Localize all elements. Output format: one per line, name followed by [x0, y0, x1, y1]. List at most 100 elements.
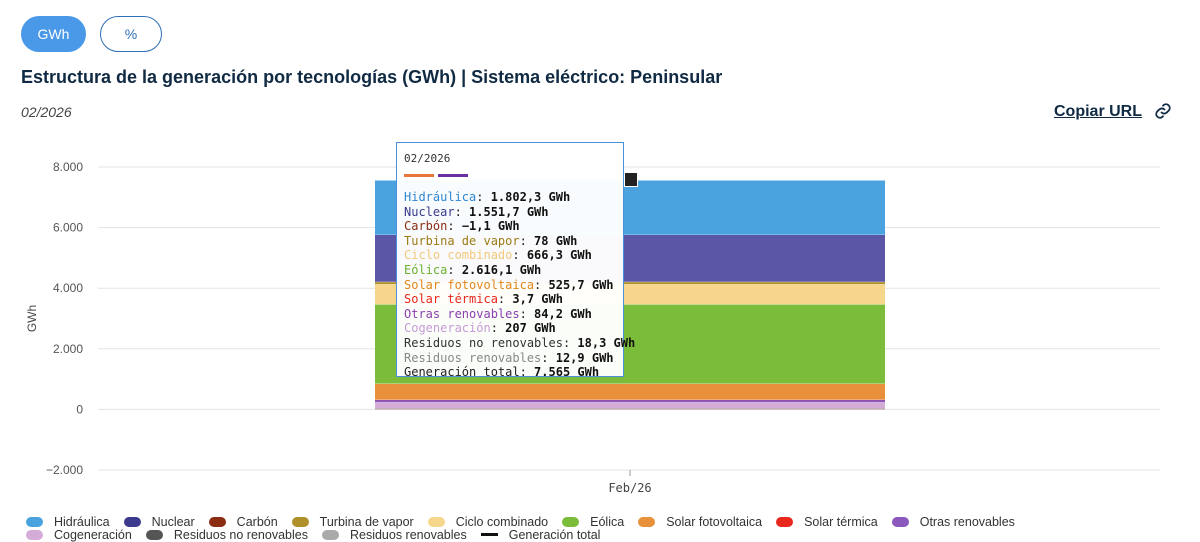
tooltip-row-separator: : — [519, 306, 535, 321]
tooltip-row-label: Eólica — [404, 262, 448, 277]
legend-label: Solar térmica — [804, 514, 878, 529]
tooltip-row: Residuos renovables: 12,9 GWh — [404, 351, 616, 366]
tooltip-row-label: Residuos renovables — [404, 350, 542, 365]
legend-item[interactable]: Nuclear — [123, 514, 195, 529]
tooltip-rows: Hidráulica: 1.802,3 GWh Nuclear: 1.551,7 … — [404, 190, 635, 380]
legend-item[interactable]: Eólica — [562, 515, 624, 529]
legend-swatch — [26, 529, 43, 540]
tooltip-row: Hidráulica: 1.802,3 GWh — [404, 190, 616, 205]
legend-label: Hidráulica — [54, 514, 110, 529]
y-axis-label: GWh — [25, 305, 39, 332]
legend-swatch — [562, 516, 580, 527]
tooltip-row-label: Solar fotovoltaica — [404, 277, 535, 292]
tooltip-row: Solar térmica: 3,7 GWh — [404, 292, 616, 307]
legend-label: Residuos no renovables — [173, 527, 308, 542]
legend-label: Carbón — [236, 514, 278, 529]
tooltip-row-label: Turbina de vapor — [404, 233, 520, 248]
legend-item[interactable]: Carbón — [208, 514, 278, 529]
legend-label: Cogeneración — [54, 527, 132, 542]
tooltip-row-value: −1,1 GWh — [461, 219, 520, 234]
legend-swatch — [638, 516, 656, 527]
legend-swatch — [26, 516, 43, 527]
legend-swatch — [776, 516, 794, 527]
tooltip-row-label: Carbón — [404, 219, 448, 234]
legend-item[interactable]: Turbina de vapor — [291, 514, 414, 529]
tooltip-row-label: Solar térmica — [404, 292, 498, 307]
tooltip-row-separator: : — [562, 335, 578, 350]
legend-swatch — [480, 533, 498, 536]
chart-legend: Hidráulica Nuclear Carbón Turbina de vapor C… — [26, 514, 1029, 542]
bar-segment — [375, 399, 885, 403]
legend-label: Solar fotovoltaica — [666, 514, 763, 529]
tooltip-row-value: 84,2 GWh — [534, 306, 592, 321]
y-tick-label: 0 — [76, 402, 83, 416]
tooltip-row-separator: : — [519, 365, 535, 380]
total-marker — [624, 172, 638, 187]
tooltip-row-separator: : — [534, 277, 549, 292]
legend-swatch — [891, 516, 909, 527]
legend-swatch — [427, 516, 445, 527]
legend-item[interactable]: Generación total — [480, 527, 601, 542]
tooltip-row-separator: : — [447, 219, 462, 234]
tooltip-row-label: Ciclo combinado — [404, 248, 513, 263]
legend-item[interactable]: Otras renovables — [891, 514, 1015, 529]
tooltip-row-value: 525,7 GWh — [548, 277, 614, 292]
legend-item[interactable]: Residuos renovables — [321, 527, 467, 542]
tooltip-date: 02/2026 — [404, 152, 451, 165]
link-icon[interactable] — [1154, 102, 1172, 120]
legend-item[interactable]: Ciclo combinado — [427, 515, 548, 529]
legend-item[interactable]: Solar térmica — [776, 515, 878, 529]
tooltip-row: Turbina de vapor: 78 GWh — [404, 234, 616, 249]
tooltip-row-separator: : — [512, 248, 527, 263]
tooltip-row-label: Residuos no renovables — [404, 335, 563, 350]
bar-segment — [375, 402, 885, 409]
date-label: 02/2026 — [21, 104, 72, 120]
tooltip-row-value: 2.616,1 GWh — [461, 262, 542, 277]
legend-item[interactable]: Hidráulica — [26, 515, 110, 529]
tooltip-row: Otras renovables: 84,2 GWh — [404, 307, 616, 322]
x-tick-label: Feb/26 — [608, 481, 651, 495]
legend-label: Residuos renovables — [349, 527, 467, 542]
tooltip-row: Ciclo combinado: 666,3 GWh — [404, 248, 616, 263]
y-tick-label: 4.000 — [53, 281, 83, 295]
bar-segment — [375, 383, 885, 400]
tooltip-row-label: Cogeneración — [404, 321, 491, 336]
tooltip-row: Carbón: −1,1 GWh — [404, 219, 616, 234]
legend-row: Hidráulica Nuclear Carbón Turbina de vapor C… — [26, 514, 1029, 529]
tooltip-row-separator: : — [497, 292, 513, 307]
tooltip-row-label: Otras renovables — [404, 306, 520, 321]
tooltip-row-separator: : — [476, 190, 491, 204]
chart-title: Estructura de la generación por tecnolog… — [21, 67, 723, 87]
tooltip-row-value: 18,3 GWh — [577, 335, 636, 350]
legend-item[interactable]: Solar fotovoltaica — [638, 515, 762, 529]
tooltip-row-value: 78 GWh — [534, 233, 578, 248]
legend-label: Turbina de vapor — [319, 514, 414, 529]
tooltip-swatch — [404, 174, 434, 177]
legend-row: Cogeneración Residuos no renovables Residu… — [26, 527, 1029, 542]
bar-segment — [375, 281, 885, 285]
legend-label: Otras renovables — [919, 514, 1015, 529]
tooltip-row-label: Generación total — [404, 365, 520, 380]
tooltip-row-value: 7.565 GWh — [534, 365, 600, 380]
legend-label: Nuclear — [151, 514, 195, 529]
legend-swatch — [145, 529, 163, 540]
tooltip-row: Nuclear: 1.551,7 GWh — [404, 205, 616, 220]
legend-label: Generación total — [508, 527, 601, 542]
tooltip-row-label: Nuclear — [404, 204, 455, 219]
tooltip-row-value: 12,9 GWh — [555, 350, 614, 365]
legend-item[interactable]: Residuos no renovables — [145, 527, 308, 542]
legend-swatch — [321, 529, 339, 540]
chart-tooltip: 02/2026 Hidráulica: 1.802,3 GWh Nuclear: … — [396, 142, 635, 380]
tooltip-row-label: Hidráulica — [404, 190, 477, 204]
legend-swatch — [208, 516, 226, 527]
percent-toggle-button[interactable]: % — [100, 16, 162, 52]
tooltip-row-separator: : — [490, 321, 506, 336]
copy-url-link[interactable]: Copiar URL — [1054, 103, 1142, 120]
tooltip-row-value: 666,3 GWh — [526, 248, 592, 263]
tooltip-row-separator: : — [454, 204, 470, 219]
legend-item[interactable]: Cogeneración — [26, 528, 132, 542]
gwh-toggle-button[interactable]: GWh — [21, 16, 86, 52]
tooltip-row: Residuos no renovables: 18,3 GWh — [404, 335, 635, 351]
tooltip-row: Cogeneración: 207 GWh — [404, 321, 616, 336]
tooltip-swatch — [438, 174, 468, 177]
